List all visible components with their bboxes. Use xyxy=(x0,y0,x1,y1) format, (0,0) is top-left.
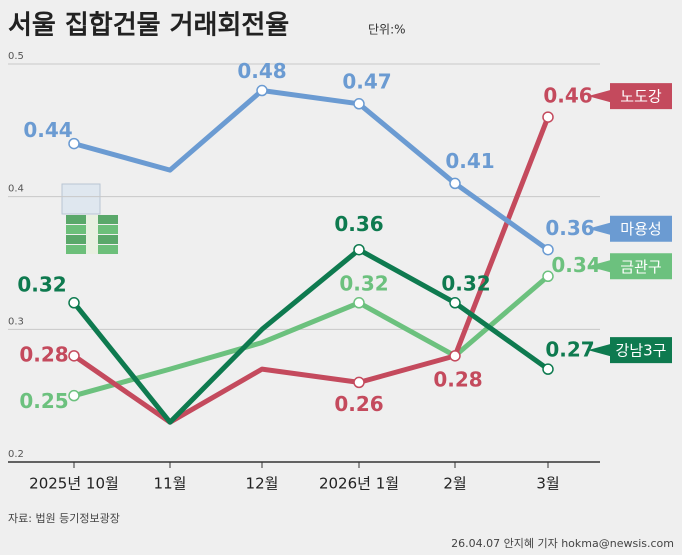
x-tick-label: 2025년 10월 xyxy=(29,475,119,493)
data-label: 0.36 xyxy=(334,212,383,236)
point xyxy=(542,111,554,123)
data-label: 0.47 xyxy=(342,69,391,93)
data-label: 0.34 xyxy=(551,253,600,277)
data-label: 0.36 xyxy=(545,216,594,240)
y-tick-label: 0.2 xyxy=(8,449,24,460)
point xyxy=(68,389,80,402)
point xyxy=(353,98,365,110)
x-tick-label: 3월 xyxy=(536,475,559,493)
data-label: 0.28 xyxy=(19,342,68,366)
legend-label: 강남3구 xyxy=(616,342,667,360)
point xyxy=(353,297,365,309)
point xyxy=(542,363,554,375)
building-icon xyxy=(61,183,118,254)
point xyxy=(68,297,80,309)
legend-box xyxy=(588,253,672,280)
chart-title: 서울 집합건물 거래회전율 xyxy=(8,11,289,41)
data-label: 0.32 xyxy=(17,272,66,296)
data-label: 0.32 xyxy=(441,271,490,295)
legend-box xyxy=(588,83,672,110)
series xyxy=(68,243,554,425)
x-tick-label: 2026년 1월 xyxy=(319,475,399,493)
line xyxy=(73,88,550,252)
y-tick-label: 0.4 xyxy=(8,184,24,195)
legend-label: 노도강 xyxy=(620,88,662,106)
series xyxy=(68,270,554,402)
legend-box xyxy=(588,337,672,364)
data-label: 0.46 xyxy=(543,84,592,108)
data-label: 0.32 xyxy=(339,271,388,295)
x-tick-label: 2월 xyxy=(443,475,466,493)
point xyxy=(353,376,365,389)
x-tick-label: 11월 xyxy=(154,475,187,493)
data-label: 0.27 xyxy=(545,338,594,362)
unit: 단위:% xyxy=(368,23,406,37)
point xyxy=(68,350,80,362)
source: 자료: 법원 등기정보광장 xyxy=(8,512,120,525)
credit: 26.04.07 안지혜 기자 hokma@newsis.com xyxy=(451,537,674,550)
point xyxy=(256,84,268,97)
point xyxy=(449,177,461,190)
y-tick-label: 0.5 xyxy=(8,51,24,62)
point xyxy=(542,270,554,283)
point xyxy=(449,350,461,362)
series xyxy=(68,84,554,256)
data-label: 0.26 xyxy=(334,392,383,416)
y-tick-label: 0.3 xyxy=(8,316,24,327)
data-label: 0.48 xyxy=(237,59,286,83)
legend-box xyxy=(588,215,672,242)
legend-label: 금관구 xyxy=(620,258,661,276)
data-label: 0.28 xyxy=(433,367,482,391)
point xyxy=(68,137,80,150)
point xyxy=(353,243,365,256)
line xyxy=(73,274,550,399)
data-label: 0.44 xyxy=(23,118,72,142)
line xyxy=(72,247,550,425)
data-label: 0.41 xyxy=(445,149,494,173)
point xyxy=(449,297,461,309)
point xyxy=(542,243,554,256)
legend-label: 마용성 xyxy=(620,220,661,238)
data-label: 0.25 xyxy=(19,389,68,413)
x-tick-label: 12월 xyxy=(246,475,279,493)
